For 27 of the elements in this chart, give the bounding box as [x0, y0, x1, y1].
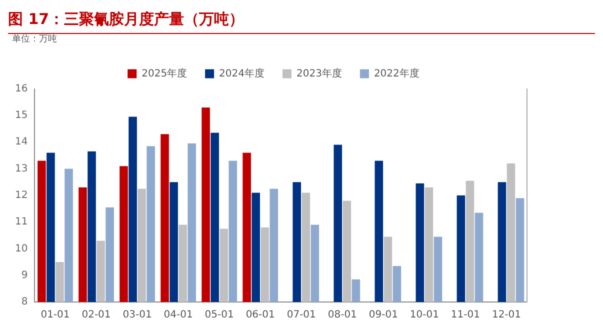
- x-tick-label: 07-01: [286, 310, 316, 321]
- x-tick-label: 08-01: [328, 310, 357, 321]
- x-tick-label: 01-01: [40, 310, 70, 321]
- x-tick-label: 09-01: [368, 310, 398, 321]
- x-tick-label: 05-01: [204, 310, 234, 321]
- x-tick-label: 06-01: [246, 310, 275, 321]
- y-tick-label: 15: [14, 110, 28, 122]
- y-tick-label: 11: [14, 216, 28, 228]
- y-tick-label: 10: [14, 243, 28, 254]
- legend-label: 2024年度: [219, 67, 265, 80]
- legend-label: 2023年度: [296, 67, 342, 80]
- x-tick-label: 03-01: [122, 310, 152, 321]
- y-tick-label: 8: [21, 296, 28, 308]
- y-tick-label: 12: [14, 190, 28, 201]
- x-tick-label: 02-01: [82, 310, 111, 321]
- legend-label: 2025年度: [142, 67, 188, 80]
- y-tick-label: 13: [14, 163, 28, 174]
- y-tick-label: 9: [21, 270, 28, 281]
- x-tick-label: 11-01: [450, 310, 480, 321]
- legend-label: 2022年度: [374, 67, 420, 80]
- x-tick-label: 04-01: [164, 310, 193, 321]
- y-tick-label: 14: [14, 136, 28, 148]
- y-axis-title: 单位：万吨: [12, 34, 57, 45]
- y-tick-label: 16: [14, 83, 28, 94]
- x-tick-label: 10-01: [410, 310, 439, 321]
- x-tick-label: 12-01: [492, 310, 522, 321]
- chart-title: 图 17：三聚氰胺月度产量（万吨）: [8, 8, 595, 34]
